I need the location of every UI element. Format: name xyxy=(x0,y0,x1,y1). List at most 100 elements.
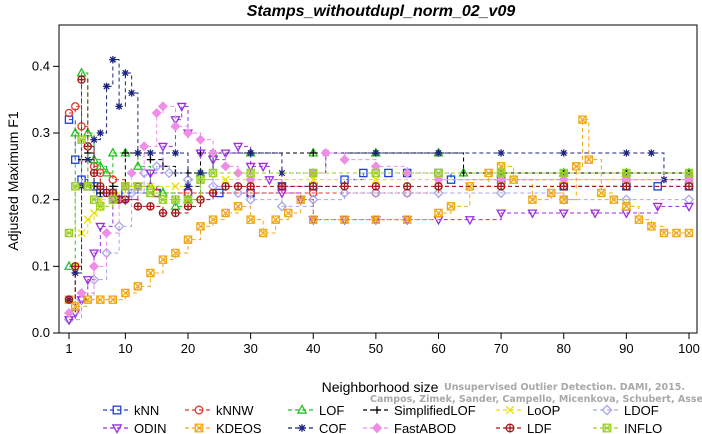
data-point xyxy=(220,161,231,172)
data-point xyxy=(171,195,180,204)
data-point xyxy=(107,147,118,157)
data-point xyxy=(339,154,350,165)
data-point xyxy=(558,194,569,205)
data-point xyxy=(233,142,244,153)
legend-item-loop: LoOP xyxy=(496,403,560,418)
data-point xyxy=(146,268,155,278)
data-point xyxy=(184,182,192,190)
data-point xyxy=(89,208,99,218)
watermark-line-1: Unsupervised Outlier Detection. DAMI, 20… xyxy=(444,382,685,393)
legend-item-ldf: LDF xyxy=(496,421,552,434)
data-point xyxy=(96,129,104,137)
data-point xyxy=(402,215,412,224)
data-point xyxy=(371,182,381,191)
chart-title: Stamps_withoutdupl_norm_02_v09 xyxy=(247,3,516,20)
data-point xyxy=(95,222,106,233)
legend-item-knnw: kNNW xyxy=(185,403,254,418)
data-point xyxy=(196,222,205,231)
legend-item-inflo: INFLO xyxy=(593,421,662,434)
data-point xyxy=(609,195,619,204)
data-point xyxy=(109,56,117,64)
data-point xyxy=(339,216,350,226)
data-point xyxy=(496,168,506,178)
data-point xyxy=(108,195,118,204)
y-tick-label: 0.2 xyxy=(32,192,50,207)
legend-item-simplifiedlof: SimplifiedLOF xyxy=(363,403,476,418)
data-point xyxy=(76,287,87,299)
data-point xyxy=(370,187,382,199)
data-point xyxy=(527,209,538,219)
y-tick-label: 0.0 xyxy=(32,325,50,340)
y-tick-label: 0.3 xyxy=(32,125,50,140)
data-point xyxy=(546,188,556,198)
y-axis: 0.0 0.1 0.2 0.3 0.4 xyxy=(32,58,59,340)
data-point xyxy=(496,209,507,219)
data-point xyxy=(647,222,656,231)
data-point xyxy=(371,175,380,184)
data-point xyxy=(171,248,180,258)
data-point xyxy=(258,162,269,173)
data-point xyxy=(158,208,168,218)
legend-marker xyxy=(194,423,204,433)
data-point xyxy=(89,195,99,204)
data-point xyxy=(371,168,381,178)
data-point xyxy=(208,215,218,224)
legend-marker xyxy=(194,405,204,415)
data-point xyxy=(446,202,456,211)
data-point xyxy=(102,82,111,90)
data-point xyxy=(233,167,244,179)
x-tick-label: 40 xyxy=(306,341,320,356)
data-point xyxy=(70,127,81,137)
x-tick-label: 90 xyxy=(619,341,633,356)
series-inflo xyxy=(64,135,694,238)
data-point xyxy=(308,168,318,178)
data-point xyxy=(96,182,105,191)
data-point xyxy=(176,102,187,113)
data-point xyxy=(684,168,694,178)
data-point xyxy=(652,202,663,213)
legend-label: INFLO xyxy=(624,421,662,434)
data-point xyxy=(495,187,507,199)
data-point xyxy=(96,295,105,304)
data-point xyxy=(370,216,381,226)
data-point xyxy=(71,262,80,271)
data-point xyxy=(89,261,100,272)
legend-label: LDOF xyxy=(624,403,659,418)
data-point xyxy=(559,195,568,204)
data-point xyxy=(64,295,74,304)
data-point xyxy=(195,134,206,145)
data-point xyxy=(134,149,142,157)
x-tick-label: 60 xyxy=(431,341,445,356)
data-point xyxy=(133,182,143,191)
data-point xyxy=(221,208,230,218)
data-point xyxy=(371,215,381,224)
data-point xyxy=(276,201,288,212)
watermark-line-2: Campos, Zimek, Sander, Campello, Micenko… xyxy=(370,394,702,405)
data-point xyxy=(340,215,349,224)
data-point xyxy=(157,101,168,112)
data-point xyxy=(590,209,601,219)
data-point xyxy=(151,107,162,119)
data-point xyxy=(433,216,444,226)
data-point xyxy=(647,149,656,157)
data-point xyxy=(434,182,443,191)
data-point xyxy=(402,167,413,179)
data-point xyxy=(296,195,305,204)
data-point xyxy=(246,182,255,191)
data-point xyxy=(158,255,168,264)
legend-marker xyxy=(298,424,306,432)
data-point xyxy=(83,182,93,191)
x-axis: 1 10 20 30 40 50 60 70 80 90 100 xyxy=(65,333,700,356)
data-point xyxy=(146,149,155,157)
data-point xyxy=(170,121,181,132)
data-point xyxy=(121,288,130,298)
data-point xyxy=(246,168,255,178)
legend-marker xyxy=(602,423,612,433)
data-point xyxy=(183,235,193,244)
data-point xyxy=(339,187,350,199)
data-point xyxy=(121,182,130,191)
data-point xyxy=(308,182,318,191)
legend-label: SimplifiedLOF xyxy=(394,403,476,418)
data-point xyxy=(146,202,155,211)
